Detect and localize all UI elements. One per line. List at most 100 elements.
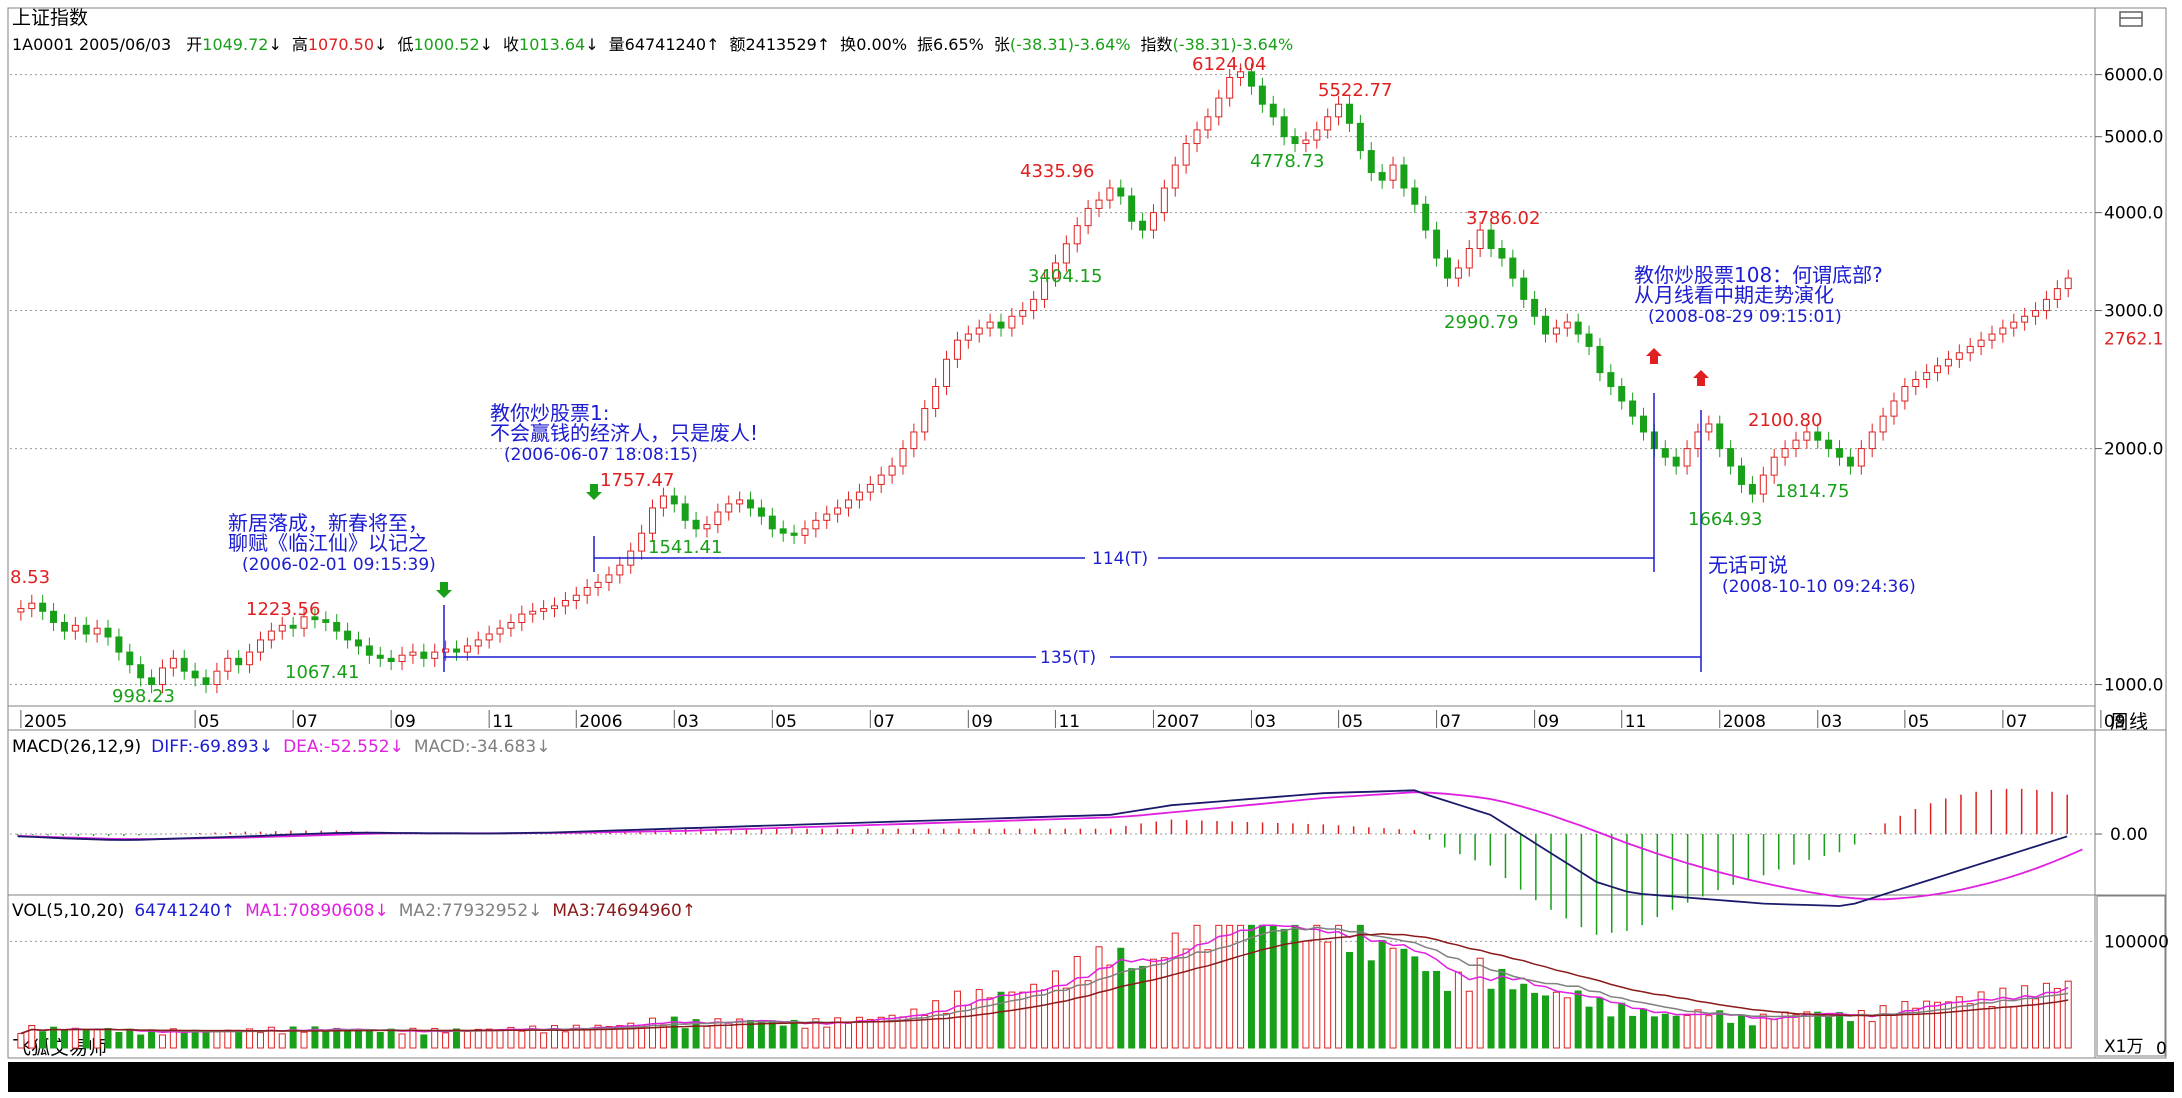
- volume-bar: [180, 1032, 188, 1049]
- volume-bar: [1193, 924, 1201, 1049]
- date-tick-label: 07: [2006, 712, 2028, 732]
- macd-legend: MACD(26,12,9) DIFF:-69.893↓ DEA:-52.552↓ MA…: [12, 737, 550, 757]
- candle-body: [877, 474, 885, 485]
- volume-bar: [605, 1025, 613, 1049]
- span-label: 114(T): [1092, 549, 1148, 569]
- volume-bar: [540, 1032, 548, 1049]
- note-line: (2006-06-07 18:08:15): [504, 445, 698, 465]
- candle-body: [1215, 97, 1223, 118]
- note-line: (2008-10-10 09:24:36): [1722, 577, 1916, 597]
- date-tick-label: 2006: [579, 712, 622, 732]
- volume-bar: [1596, 997, 1604, 1049]
- candle-body: [409, 651, 417, 656]
- quote-item-label: 指数: [1141, 35, 1173, 54]
- candle-body: [213, 670, 221, 686]
- volume-bar: [256, 1032, 264, 1049]
- volume-bar: [2032, 998, 2040, 1049]
- candle-body: [1552, 327, 1560, 335]
- volume-bar: [442, 1032, 450, 1049]
- date-tick-label: 03: [677, 712, 699, 732]
- volume-bar: [1868, 1021, 1876, 1049]
- candle-body: [1727, 448, 1735, 467]
- volume-bar: [202, 1031, 210, 1049]
- volume-bar: [1541, 995, 1549, 1049]
- candle-body: [1999, 327, 2007, 335]
- candle-body: [801, 528, 809, 536]
- candle-body: [899, 448, 907, 467]
- volume-bar: [1738, 1014, 1746, 1049]
- candle-body: [365, 645, 373, 656]
- candle-body: [1400, 164, 1408, 189]
- note-line: 不会赢钱的经济人，只是废人!: [490, 421, 758, 445]
- volume-bar: [1422, 971, 1430, 1049]
- price-tick-label: 1000.0: [2104, 676, 2163, 696]
- candle-body: [997, 321, 1005, 329]
- candle-body: [1422, 203, 1430, 231]
- candle-body: [354, 639, 362, 647]
- vol-legend: VOL(5,10,20) 64741240↑ MA1:70890608↓ MA2:77…: [12, 901, 696, 921]
- quote-item-label: 收: [503, 35, 519, 54]
- volume-bar: [986, 997, 994, 1049]
- price-tick-label: 4000.0: [2104, 204, 2163, 224]
- candle-body: [1955, 352, 1963, 360]
- candle-body: [158, 667, 166, 686]
- candle-body: [474, 639, 482, 647]
- macd-panel: MACD(26,12,9) DIFF:-69.893↓ DEA:-52.552↓ MA…: [10, 737, 2148, 935]
- volume-bar: [376, 1031, 384, 1049]
- volume-bar: [692, 1019, 700, 1049]
- candle-body: [1803, 431, 1811, 441]
- volume-bar: [1966, 1003, 1974, 1049]
- candle-body: [834, 507, 842, 515]
- dea-line: [17, 791, 2083, 901]
- candle-body: [2032, 310, 2040, 317]
- volume-bar: [714, 1018, 722, 1049]
- volume-bar: [2042, 982, 2050, 1049]
- volume-bar: [1629, 1015, 1637, 1049]
- candle-body: [1596, 345, 1604, 374]
- candle-body: [1433, 229, 1441, 259]
- note-line: 聊赋《临江仙》以记之: [228, 531, 428, 555]
- volume-bar: [736, 1018, 744, 1049]
- extreme-label: 998.23: [112, 686, 175, 707]
- candle-body: [1716, 423, 1724, 450]
- candle-body: [866, 483, 874, 493]
- quote-item-label: 低: [397, 35, 413, 54]
- candle-body: [1345, 103, 1353, 124]
- volume-bar: [1400, 948, 1408, 1049]
- candle-body: [953, 339, 961, 360]
- quote-item-value: (-38.31)-3.64%: [1010, 35, 1131, 54]
- span-label: 135(T): [1040, 648, 1096, 668]
- volume-bar: [267, 1026, 275, 1049]
- macd-tick-label: 0.00: [2110, 825, 2148, 845]
- macd-legend-sep: :: [465, 737, 471, 757]
- volume-bar: [452, 1028, 460, 1049]
- candle-body: [1302, 139, 1310, 145]
- candle-body: [246, 651, 254, 666]
- candle-body: [1759, 474, 1767, 495]
- macd-legend-value: -69.893: [193, 737, 259, 757]
- volume-bar: [1531, 992, 1539, 1049]
- quote-item-value: 1049.72: [202, 35, 268, 54]
- candle-body: [485, 633, 493, 641]
- date-tick-label: 03: [1821, 712, 1843, 732]
- candle-body: [1073, 225, 1081, 245]
- candle-body: [1944, 358, 1952, 367]
- volume-bar: [2021, 985, 2029, 1049]
- volume-bar: [1237, 924, 1245, 1049]
- candle-body: [1846, 456, 1854, 467]
- candle-body: [681, 503, 689, 521]
- macd-title: MACD(26,12,9): [12, 737, 141, 757]
- volume-bar: [1487, 988, 1495, 1049]
- candle-body: [235, 657, 243, 666]
- index-title: 上证指数: [12, 7, 88, 29]
- signal-arrow-down-icon: [586, 484, 602, 500]
- candle-body: [692, 519, 700, 530]
- volume-bar: [812, 1018, 820, 1049]
- macd-legend-sep: :: [187, 737, 193, 757]
- volume-bar: [398, 1033, 406, 1049]
- extreme-label: 4778.73: [1250, 151, 1324, 172]
- candle-body: [1269, 103, 1277, 118]
- macd-legend-value: -34.683: [471, 737, 537, 757]
- candle-body: [529, 610, 537, 615]
- window-restore-icon[interactable]: [2119, 11, 2143, 27]
